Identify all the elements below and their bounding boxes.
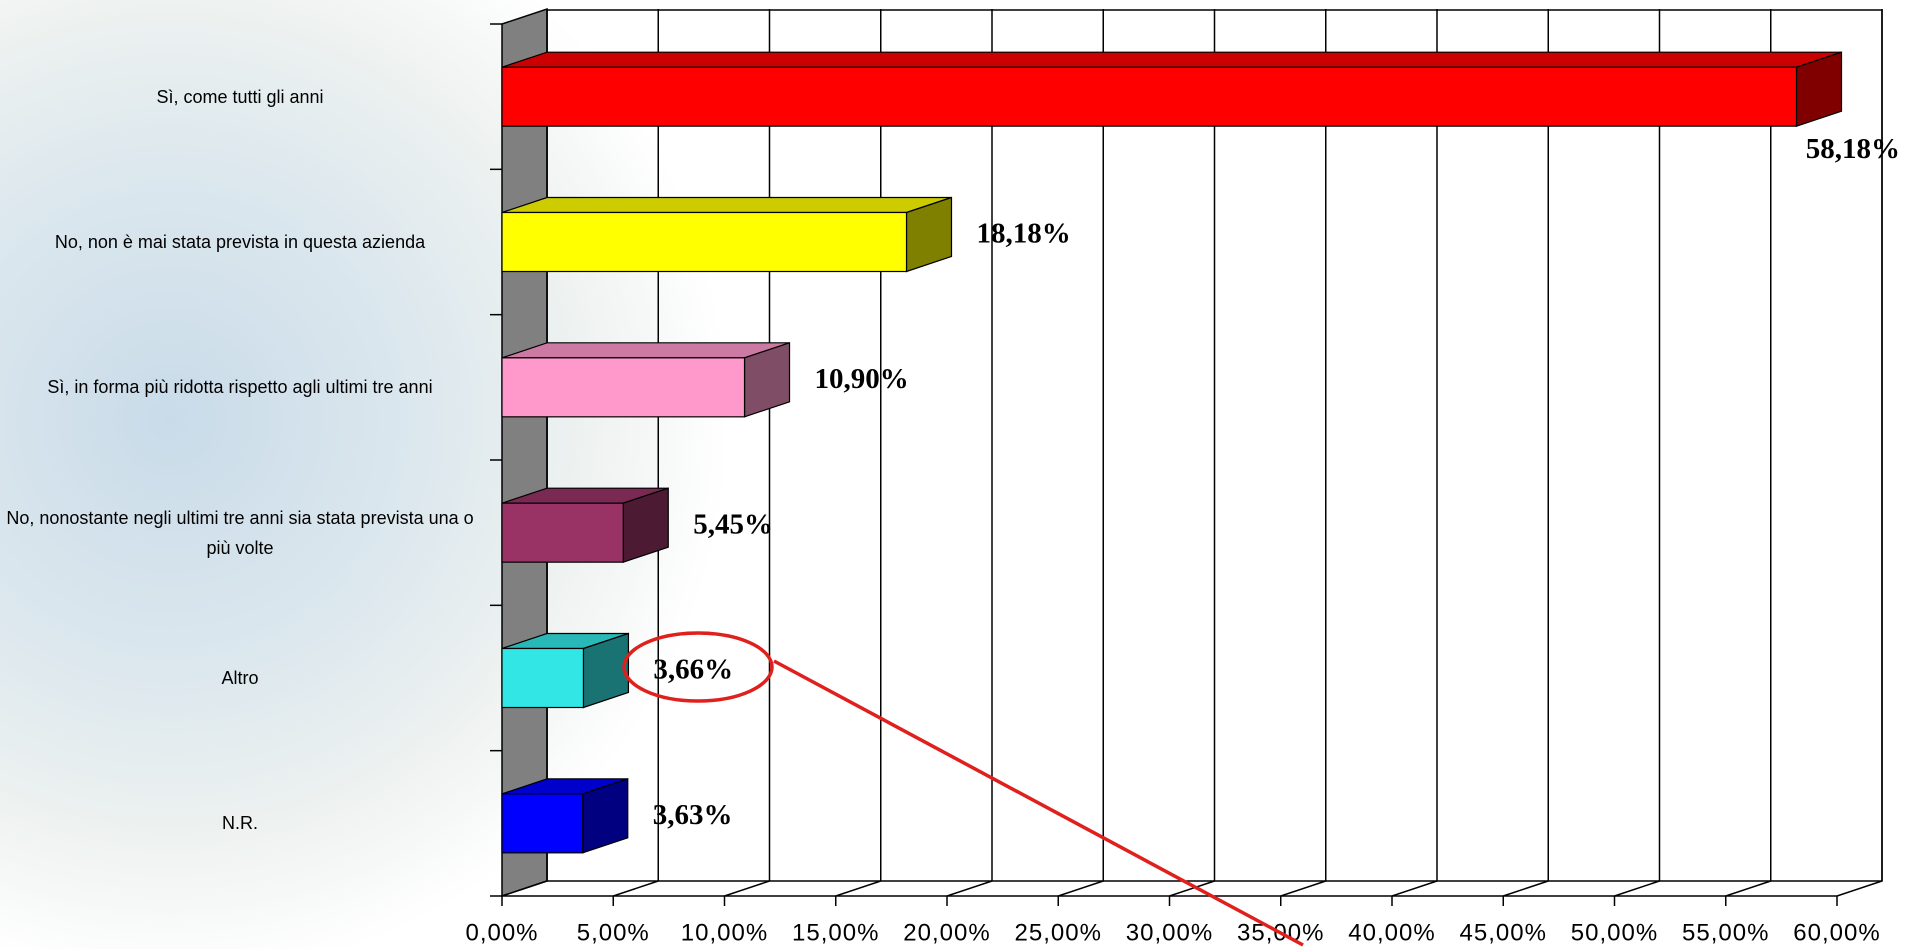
category-label: Sì, come tutti gli anni <box>156 86 324 107</box>
x-tick-label: 25,00% <box>1015 919 1102 946</box>
x-tick-label: 55,00% <box>1682 919 1769 946</box>
category-label: Altro <box>221 668 259 688</box>
value-label: 3,66% <box>653 654 733 686</box>
floor-grid-line <box>835 880 881 897</box>
x-tick-label: 50,00% <box>1571 919 1658 946</box>
bar-top <box>501 51 1842 68</box>
annotation-arrow <box>773 659 1304 947</box>
floor-grid-line <box>501 880 548 897</box>
floor-grid-line <box>946 880 993 897</box>
floor-grid-line <box>724 880 770 897</box>
floor-grid-line <box>1836 880 1883 897</box>
category-label: N.R. <box>222 813 258 834</box>
category-label: No, nonostante negli ultimi tre anni sia… <box>6 507 474 558</box>
x-tick-label: 0,00% <box>465 919 538 946</box>
value-label: 58,18% <box>1806 133 1900 165</box>
bar <box>501 342 791 418</box>
bar-front <box>501 357 746 418</box>
bar-front <box>501 211 908 273</box>
x-tick-label: 40,00% <box>1348 919 1435 946</box>
bar-front <box>501 647 585 709</box>
bar <box>501 778 629 854</box>
bar-front <box>501 793 584 854</box>
x-tick-label: 15,00% <box>792 919 879 946</box>
bar-front <box>501 66 1798 127</box>
bar <box>501 487 669 563</box>
floor-grid-line <box>1169 880 1215 897</box>
x-tick-label: 30,00% <box>1126 919 1213 946</box>
x-tick-label: 45,00% <box>1460 919 1547 946</box>
bar <box>501 196 953 273</box>
x-tick-label: 60,00% <box>1793 919 1880 946</box>
bar-top <box>501 342 790 359</box>
floor-grid-line <box>1725 880 1771 897</box>
bar-top <box>501 196 952 214</box>
floor-grid-line <box>1058 880 1104 897</box>
x-tick-label: 5,00% <box>577 919 650 946</box>
floor-grid-line <box>1391 880 1438 897</box>
floor-grid-line <box>1280 880 1326 897</box>
value-label: 18,18% <box>977 218 1071 250</box>
value-label: 3,63% <box>653 799 733 831</box>
category-label: Sì, in forma più ridotta rispetto agli u… <box>47 377 433 398</box>
floor-grid-line <box>1503 880 1549 897</box>
category-label: No, non è mai stata prevista in questa a… <box>54 232 426 252</box>
x-tick-label: 10,00% <box>681 919 768 946</box>
x-tick-label: 20,00% <box>903 919 990 946</box>
bar-front <box>501 502 624 563</box>
floor-grid-line <box>1614 880 1660 897</box>
floor-grid-line <box>613 880 659 897</box>
value-label: 5,45% <box>693 508 773 540</box>
bar <box>501 632 630 709</box>
value-label: 10,90% <box>815 363 909 395</box>
bar <box>501 51 1843 127</box>
annotation-ellipse <box>622 631 774 703</box>
side-wall <box>501 7 548 898</box>
